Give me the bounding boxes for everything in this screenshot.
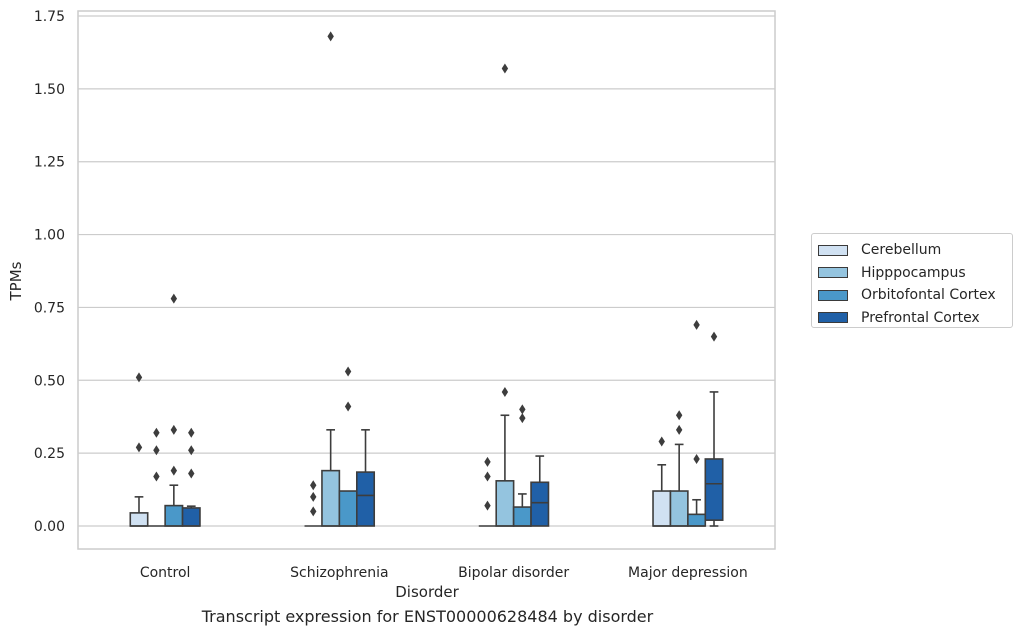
box	[181, 507, 201, 527]
legend-swatch	[818, 289, 848, 301]
y-tick-label: 0.75	[34, 300, 65, 316]
outlier-point	[519, 413, 526, 424]
outlier-point	[170, 465, 178, 476]
box	[129, 512, 149, 527]
grid-lines	[78, 15, 775, 527]
box-cerebellum	[652, 436, 672, 527]
outlier-point	[501, 63, 509, 74]
outlier-point	[310, 480, 317, 491]
box	[669, 490, 689, 527]
outlier-point	[310, 506, 317, 517]
box-groups	[129, 31, 724, 527]
outlier-point	[484, 471, 491, 482]
outlier-point	[675, 410, 683, 421]
legend-item: Cerebellum	[818, 239, 1012, 262]
box-orbitofontal-cortex	[164, 293, 184, 527]
outlier-point	[170, 424, 178, 435]
outlier-point	[188, 468, 195, 479]
y-tick-label: 0.00	[34, 519, 65, 535]
box-cerebellum	[478, 456, 497, 527]
box-cerebellum	[304, 480, 322, 527]
box	[652, 490, 672, 527]
y-tick-labels: 0.00 0.25 0.50 0.75 1.00 1.25 1.50 1.75	[34, 9, 65, 535]
box	[704, 458, 724, 521]
y-tick-label: 0.25	[34, 446, 65, 462]
box	[338, 490, 358, 527]
box-hipppocampus	[495, 63, 515, 527]
outlier-point	[188, 445, 195, 456]
legend-label: Prefrontal Cortex	[861, 309, 980, 326]
y-tick-label: 1.25	[34, 155, 65, 171]
box-prefrontal-cortex	[355, 429, 376, 527]
outlier-point	[658, 436, 665, 447]
y-tick-label: 1.50	[34, 82, 65, 98]
box-prefrontal-cortex	[704, 331, 724, 527]
box-prefrontal-cortex	[181, 427, 201, 527]
plot-frame	[77, 10, 776, 550]
box	[495, 480, 515, 527]
x-tick-label: Major depression	[628, 565, 748, 581]
box	[530, 481, 550, 527]
legend-item: Hipppocampus	[818, 262, 1012, 285]
outlier-point	[484, 456, 491, 467]
box	[687, 513, 707, 527]
outlier-point	[153, 471, 160, 482]
outlier-point	[675, 424, 683, 435]
legend: Cerebellum Hipppocampus Orbitofontal Corte…	[811, 233, 1013, 328]
x-tick-label: Control	[140, 565, 191, 581]
box-orbitofontal-cortex	[338, 366, 358, 527]
box-orbitofontal-cortex	[687, 319, 707, 527]
outlier-point	[693, 453, 700, 464]
outlier-point	[344, 401, 352, 412]
box-prefrontal-cortex	[530, 455, 550, 527]
outlier-point	[344, 366, 352, 377]
box-hipppocampus	[321, 31, 341, 527]
outlier-point	[484, 500, 491, 511]
outlier-point	[310, 491, 317, 502]
box-hipppocampus	[147, 427, 166, 527]
x-axis-label: Disorder	[395, 583, 459, 601]
legend-label: Orbitofontal Cortex	[861, 287, 996, 304]
x-tick-labels: Control Schizophrenia Bipolar disorder Majo…	[140, 565, 748, 581]
outlier-point	[153, 445, 160, 456]
y-tick-label: 0.50	[34, 373, 65, 389]
legend-label: Cerebellum	[861, 242, 942, 259]
outlier-point	[135, 372, 143, 383]
outlier-point	[501, 386, 509, 397]
legend-label: Hipppocampus	[861, 264, 966, 281]
y-axis-label: TPMs	[7, 261, 25, 301]
outlier-point	[135, 442, 143, 453]
legend-swatch	[818, 267, 848, 279]
box-orbitofontal-cortex	[512, 404, 532, 527]
outlier-point	[519, 404, 526, 415]
outlier-point	[327, 31, 334, 42]
outlier-point	[170, 293, 178, 304]
x-tick-label: Bipolar disorder	[458, 565, 569, 581]
outlier-point	[188, 427, 195, 438]
y-tick-label: 1.75	[34, 9, 65, 25]
legend-swatch	[818, 244, 848, 256]
legend-item: Orbitofontal Cortex	[818, 284, 1012, 307]
box	[321, 469, 341, 527]
chart-caption: Transcript expression for ENST0000062848…	[201, 607, 654, 626]
legend-item: Prefrontal Cortex	[818, 307, 1012, 330]
x-tick-label: Schizophrenia	[290, 565, 388, 581]
y-tick-label: 1.00	[34, 228, 65, 244]
box-hipppocampus	[669, 410, 689, 527]
legend-swatch	[818, 312, 848, 324]
outlier-point	[710, 331, 718, 342]
box	[355, 471, 376, 527]
box	[164, 504, 184, 527]
outlier-point	[153, 427, 160, 438]
box-cerebellum	[129, 372, 149, 527]
box	[512, 506, 532, 527]
outlier-point	[693, 319, 700, 330]
